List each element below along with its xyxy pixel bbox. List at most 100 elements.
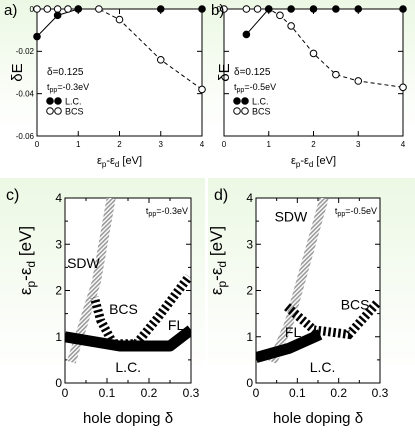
legend-label: BCS (65, 107, 84, 117)
y-tick-label: 0 (217, 5, 222, 14)
y-tick-label: 0 (30, 5, 35, 14)
x-tick-label: 0 (253, 386, 260, 400)
x-tick-label: 0 (35, 140, 40, 149)
x-axis-label: hole doping δ (273, 410, 363, 427)
tpp-annotation: tpp=-0.5eV (234, 82, 276, 94)
legend-marker (241, 107, 249, 115)
y-axis-label: εp-εd [eV] (16, 226, 38, 295)
y-tick-label: 3 (55, 237, 62, 251)
tpp-annotation: tpp=-0.3eV (47, 82, 89, 94)
bcs-data-point (253, 5, 262, 13)
bcs-data-point (399, 83, 407, 92)
lc-data-point (53, 11, 62, 20)
x-tick-label: 2 (311, 140, 316, 149)
x-tick-label: 1 (267, 140, 272, 149)
lc-data-point (332, 5, 340, 13)
panel-c: 0 0.1 0.2 0.3 0 1 2 3 4 SDW BCS FL L.C. c) tpp=-0.3eV h… (0, 178, 205, 443)
region-label-bcs: BCS (341, 296, 370, 312)
bcs-data-point (354, 77, 363, 85)
plot-frame (36, 8, 203, 137)
phase-boundaries (65, 198, 191, 364)
x-tick-label: 3 (159, 140, 164, 149)
region-label-sdw: SDW (67, 255, 100, 271)
bcs-series-line (224, 8, 404, 88)
y-tick-label: 4 (246, 191, 253, 205)
plot-frame (223, 8, 404, 137)
legend-marker (241, 97, 249, 105)
y-tick-label: 0 (246, 376, 253, 390)
y-tick-label: 1 (55, 330, 62, 344)
y-tick-label: 4 (55, 191, 62, 205)
x-tick-label: 0 (222, 140, 227, 149)
panel-label: b) (211, 2, 224, 19)
x-tick-label: 0 (62, 386, 69, 400)
tpp-annotation: tpp=-0.5eV (335, 206, 377, 218)
tpp-annotation: tpp=-0.3eV (146, 206, 188, 218)
y-tick-label: 2 (55, 284, 62, 298)
legend: L.C.BCS (233, 97, 271, 117)
y-tick-label: 0 (55, 376, 62, 390)
y-axis-label: δE (9, 63, 26, 81)
lc-data-point (198, 5, 206, 13)
legend-marker (46, 97, 54, 105)
bcs-data-point (287, 22, 295, 30)
boundary-l.c. (65, 325, 191, 352)
bcs-data-point (53, 5, 62, 13)
x-tick-label: 0.3 (183, 386, 200, 400)
plot-frame (64, 197, 192, 384)
legend-marker (233, 97, 241, 105)
bcs-data-point (64, 5, 72, 13)
region-label-sdw: SDW (275, 209, 308, 225)
panel-d: 0 0.1 0.2 0.3 0 1 2 3 4 SDW BCS FL L.C. d) tpp=-0.5eV h… (207, 178, 415, 443)
x-axis-label: εp-εd [eV] (97, 155, 142, 169)
legend-marker (54, 97, 62, 105)
x-tick-label: 0.1 (99, 386, 116, 400)
lc-data-point (309, 5, 318, 13)
delta-annotation: δ=0.125 (47, 67, 84, 78)
x-axis-label: εp-εd [eV] (291, 155, 336, 169)
bcs-data-point (115, 15, 124, 24)
legend-label: BCS (252, 107, 271, 117)
x-tick-label: 2 (117, 140, 122, 149)
x-tick-label: 3 (356, 140, 361, 149)
x-axis-label: hole doping δ (83, 410, 173, 427)
y-tick-label: -0.04 (16, 89, 35, 98)
y-axis-label: δE (216, 63, 233, 81)
bcs-data-point (198, 85, 206, 94)
region-label-fl: FL (285, 324, 302, 340)
bcs-data-point (242, 5, 251, 13)
legend-marker (46, 107, 54, 115)
delta-annotation: δ=0.125 (234, 67, 271, 78)
legend-marker (233, 107, 241, 115)
y-tick-label: -0.06 (16, 132, 35, 141)
legend-label: L.C. (65, 97, 82, 107)
x-tick-label: 4 (200, 140, 205, 149)
legend-label: L.C. (252, 97, 269, 107)
lc-data-point (354, 5, 363, 13)
panel-label: c) (6, 187, 19, 204)
region-label-lc: L.C. (115, 359, 141, 375)
x-tick-label: 0.3 (372, 386, 389, 400)
y-axis-label: εp-εd [eV] (207, 226, 229, 295)
y-tick-label: -0.02 (16, 47, 35, 56)
phase-boundaries (256, 198, 380, 364)
region-label-lc: L.C. (310, 359, 336, 375)
x-tick-label: 0.2 (141, 386, 158, 400)
boundary-l.c. (256, 329, 323, 363)
bcs-data-point (43, 5, 52, 13)
bcs-data-point (220, 5, 228, 13)
lc-data-point (287, 5, 295, 13)
region-label-bcs: BCS (109, 301, 138, 317)
panel-a: 0 1 2 3 4 0 -0.02 -0.04 -0.06 a) δE εp-εd [eV] δ=0.1… (0, 0, 207, 175)
lc-data-point (242, 30, 251, 39)
legend-marker (54, 107, 62, 115)
y-tick-label: 3 (246, 237, 253, 251)
x-tick-label: 4 (401, 140, 406, 149)
boundary-bcs (90, 296, 118, 346)
lc-data-point (74, 5, 83, 13)
panel-label: a) (4, 2, 17, 19)
panel-label: d) (214, 187, 228, 204)
lc-data-point (33, 32, 41, 41)
x-tick-label: 1 (76, 140, 81, 149)
